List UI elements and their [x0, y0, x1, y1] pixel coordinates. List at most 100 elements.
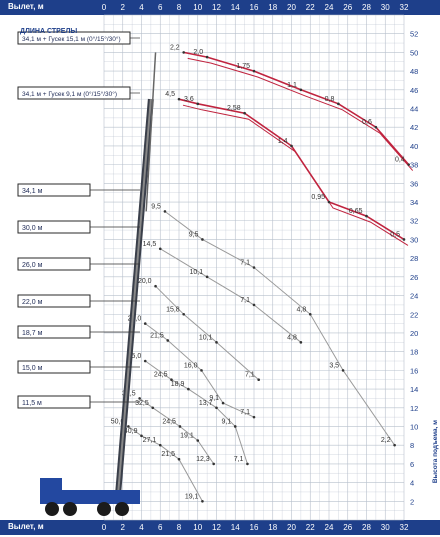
- load-point: [201, 238, 204, 241]
- truck-body: [40, 490, 140, 504]
- load-point: [182, 312, 185, 316]
- load-point: [407, 163, 410, 166]
- load-label: 9,1: [222, 418, 232, 425]
- bottom-axis-tick: 14: [231, 523, 240, 532]
- y-axis-tick: 24: [410, 292, 418, 301]
- y-axis-tick: 14: [410, 385, 418, 394]
- bottom-axis-tick: 32: [400, 523, 409, 532]
- bottom-axis-tick: 12: [212, 523, 221, 532]
- boom-length-label: 34,1 м + Гусек 15,1 м (0°/15°/30°): [22, 35, 121, 43]
- top-axis-tick: 0: [102, 3, 107, 12]
- load-label: 7,1: [245, 372, 255, 379]
- load-point: [221, 401, 225, 405]
- load-label: 3,5: [329, 362, 339, 369]
- load-point: [246, 462, 249, 466]
- truck-wheel: [63, 502, 77, 516]
- top-axis-tick: 2: [121, 3, 126, 12]
- load-point: [243, 111, 246, 115]
- top-axis-tick: 30: [381, 3, 390, 12]
- bottom-axis-tick: 22: [306, 523, 315, 532]
- boom-length-label: 18,7 м: [22, 330, 43, 337]
- bottom-axis-tick: 18: [268, 523, 277, 532]
- load-label: 2,58: [227, 105, 241, 112]
- bottom-axis-tick: 24: [325, 523, 334, 532]
- load-point: [127, 425, 130, 428]
- load-label: 2,0: [193, 49, 203, 56]
- load-point: [327, 200, 331, 204]
- y-axis-tick: 42: [410, 123, 418, 132]
- y-axis-tick: 20: [410, 329, 418, 338]
- load-label: 1,75: [236, 63, 250, 70]
- boom-length-label: 26,0 м: [22, 262, 43, 269]
- load-label: 50,0: [111, 418, 125, 425]
- load-label: 7,1: [240, 297, 250, 304]
- load-point: [140, 434, 143, 438]
- truck-cab: [40, 478, 62, 492]
- truck-wheel: [45, 502, 59, 516]
- top-axis-tick: 22: [306, 3, 315, 12]
- top-axis-tick: 16: [250, 3, 259, 12]
- load-point: [252, 415, 256, 419]
- top-axis-tick: 26: [343, 3, 352, 12]
- y-axis-tick: 34: [410, 198, 418, 207]
- bottom-axis-band: Вылет, м: [0, 520, 440, 535]
- y-axis-tick: 4: [410, 479, 414, 488]
- load-point: [182, 51, 185, 54]
- load-label: 18,9: [171, 381, 185, 388]
- bottom-axis-tick: 4: [139, 523, 144, 532]
- top-axis-title: Вылет, м: [8, 2, 44, 11]
- load-point: [196, 102, 200, 106]
- load-label: 13,7: [199, 400, 213, 407]
- load-label: 4,8: [287, 334, 297, 341]
- load-point: [200, 369, 203, 372]
- load-label: 19,1: [180, 433, 194, 440]
- y-axis-tick: 10: [410, 422, 418, 431]
- load-point: [170, 378, 173, 382]
- top-axis-tick: 18: [268, 3, 277, 12]
- top-axis-tick: 14: [231, 3, 240, 12]
- load-point: [201, 499, 204, 503]
- load-point: [158, 247, 162, 251]
- load-label: 14,5: [143, 241, 157, 248]
- load-label: 1,4: [278, 138, 288, 145]
- y-axis-tick: 8: [410, 441, 414, 450]
- load-point: [215, 406, 218, 410]
- load-label: 21,5: [161, 451, 175, 458]
- load-point: [257, 378, 260, 382]
- load-point: [393, 443, 396, 447]
- load-label: 9,1: [209, 395, 219, 402]
- bottom-axis-tick: 8: [177, 523, 182, 532]
- y-axis-tick: 44: [410, 105, 418, 114]
- load-label: 24,5: [154, 372, 168, 379]
- load-point: [215, 341, 218, 344]
- load-point: [154, 284, 157, 288]
- y-axis-tick: 46: [410, 86, 418, 95]
- load-point: [178, 425, 182, 428]
- bottom-axis-tick: 26: [343, 523, 352, 532]
- load-point: [299, 341, 303, 344]
- y-axis-tick: 48: [410, 67, 418, 76]
- y-axis-tick: 40: [410, 142, 418, 151]
- y-axis-tick: 16: [410, 366, 418, 375]
- load-point: [177, 97, 181, 101]
- top-axis-tick: 24: [325, 3, 334, 12]
- load-label: 3,6: [184, 96, 194, 103]
- load-label: 24,5: [162, 418, 176, 425]
- load-label: 9,5: [189, 231, 199, 238]
- load-label: 7,1: [234, 456, 244, 463]
- y-axis-tick: 18: [410, 348, 418, 357]
- truck-wheel: [115, 502, 129, 516]
- load-label: 0,4: [395, 157, 405, 164]
- top-axis-tick: 20: [287, 3, 296, 12]
- y-axis-tick: 32: [410, 217, 418, 226]
- boom-length-label: 34,1 м: [22, 188, 43, 195]
- boom-length-label: 11,5 м: [22, 400, 42, 407]
- boom-length-label: 30,0 м: [22, 225, 43, 232]
- load-point: [196, 439, 200, 442]
- load-label: 16,0: [184, 362, 198, 369]
- load-point: [252, 69, 256, 73]
- load-label: 1,1: [287, 82, 297, 89]
- top-axis-tick: 10: [193, 3, 202, 12]
- y-axis-tick: 36: [410, 179, 418, 188]
